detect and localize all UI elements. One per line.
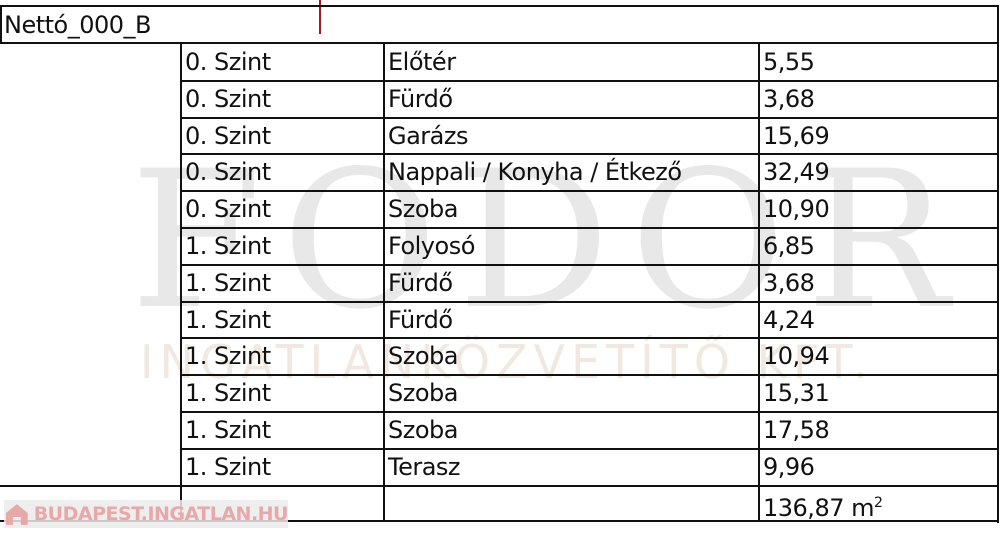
- site-badge: BUDAPEST.INGATLAN.HU: [4, 500, 289, 528]
- row-divider: [180, 227, 997, 229]
- total-row-border: [0, 484, 998, 487]
- cell-area: 6,85: [763, 232, 815, 260]
- table-border-bottom: [0, 519, 998, 522]
- row-divider: [180, 300, 997, 303]
- row-divider: [180, 190, 997, 193]
- cell-level: 0. Szint: [185, 84, 271, 113]
- row-divider: [180, 447, 997, 450]
- cell-level: 1. Szint: [185, 416, 271, 444]
- cell-level: 0. Szint: [185, 121, 271, 150]
- column-divider: [758, 42, 760, 520]
- cell-room: Előtér: [388, 48, 456, 76]
- row-divider: [180, 411, 997, 413]
- cell-room: Fürdő: [388, 84, 453, 113]
- cell-level: 1. Szint: [185, 305, 271, 334]
- row-divider: [180, 337, 997, 340]
- house-icon: [5, 504, 28, 525]
- cell-area: 3,68: [763, 84, 815, 113]
- cell-level: 0. Szint: [185, 158, 271, 187]
- cell-level: 1. Szint: [185, 342, 271, 371]
- total-area: 136,87 m2: [763, 485, 883, 522]
- row-divider: [180, 116, 997, 119]
- cell-area: 9,96: [763, 452, 815, 481]
- cell-room: Szoba: [388, 379, 458, 408]
- cell-room: Szoba: [388, 342, 458, 371]
- cell-level: 1. Szint: [185, 268, 271, 297]
- cell-room: Nappali / Konyha / Étkező: [388, 158, 682, 187]
- cell-area: 15,31: [763, 379, 830, 408]
- watermark-tagline: INGATLANKÖZVETÍTŐ KFT.: [140, 335, 874, 389]
- cell-level: 0. Szint: [185, 48, 271, 76]
- table-title: Nettó_000_B: [4, 11, 152, 39]
- title-row-border: [0, 42, 998, 44]
- cell-room: Szoba: [388, 195, 458, 224]
- cell-room: Garázs: [388, 121, 468, 150]
- table-border-right: [997, 5, 999, 523]
- cell-room: Folyosó: [388, 232, 475, 260]
- watermark-logo: FODOR: [130, 130, 969, 351]
- red-marker-line: [319, 0, 321, 34]
- badge-text: BUDAPEST.INGATLAN.HU: [33, 503, 289, 525]
- cell-room: Szoba: [388, 416, 458, 444]
- cell-area: 10,94: [763, 342, 830, 371]
- cell-room: Fürdő: [388, 305, 453, 334]
- cell-area: 32,49: [763, 158, 830, 187]
- cell-room: Fürdő: [388, 268, 453, 297]
- table-border-top: [0, 5, 998, 7]
- row-divider: [180, 153, 997, 156]
- table-border-left: [0, 5, 2, 43]
- cell-level: 1. Szint: [185, 452, 271, 481]
- row-divider: [180, 263, 997, 266]
- cell-level: 0. Szint: [185, 195, 271, 224]
- cell-level: 1. Szint: [185, 232, 271, 260]
- cell-area: 17,58: [763, 416, 830, 444]
- column-divider: [180, 42, 182, 520]
- cell-area: 5,55: [763, 48, 815, 76]
- cell-area: 3,68: [763, 268, 815, 297]
- cell-room: Terasz: [388, 452, 461, 481]
- row-divider: [180, 79, 997, 82]
- cell-level: 1. Szint: [185, 379, 271, 408]
- total-value: 136,87 m: [763, 493, 874, 522]
- row-divider: [180, 374, 997, 377]
- cell-area: 4,24: [763, 305, 815, 334]
- unit-superscript: 2: [873, 494, 883, 511]
- column-divider: [383, 42, 385, 520]
- cell-area: 10,90: [763, 195, 830, 224]
- cell-area: 15,69: [763, 121, 830, 150]
